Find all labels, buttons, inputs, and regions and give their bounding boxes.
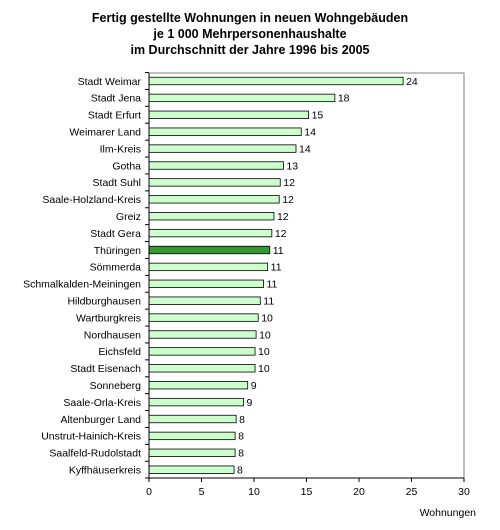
category-label: Stadt Weimar bbox=[78, 76, 142, 88]
category-label: Wartburgkreis bbox=[76, 312, 141, 324]
bar bbox=[148, 144, 297, 153]
value-label: 11 bbox=[263, 296, 274, 308]
bar bbox=[148, 296, 261, 305]
value-label: 10 bbox=[261, 312, 273, 324]
category-label: Saale-Holzland-Kreis bbox=[42, 194, 141, 206]
bar bbox=[148, 448, 236, 457]
bar bbox=[148, 414, 237, 424]
category-label: Saale-Orla-Kreis bbox=[63, 397, 141, 409]
category-label: Eichsfeld bbox=[98, 346, 141, 358]
value-label: 12 bbox=[275, 228, 287, 240]
category-label: Altenburger Land bbox=[60, 414, 141, 426]
category-label: Kyffhäuserkreis bbox=[69, 465, 141, 477]
x-tick-label: 15 bbox=[301, 486, 313, 498]
value-label: 12 bbox=[282, 194, 294, 206]
chart-title-line-3: im Durchschnitt der Jahre 1996 bis 2005 bbox=[130, 43, 370, 57]
bar bbox=[148, 127, 302, 136]
category-label: Sonneberg bbox=[90, 380, 142, 392]
category-label: Saalfeld-Rudolstadt bbox=[49, 448, 141, 460]
value-label: 11 bbox=[273, 245, 284, 257]
category-label: Stadt Erfurt bbox=[88, 110, 141, 122]
value-label: 12 bbox=[277, 211, 289, 223]
bar bbox=[148, 431, 236, 441]
bar bbox=[148, 76, 404, 86]
value-label: 10 bbox=[258, 363, 270, 375]
value-label: 14 bbox=[304, 127, 316, 139]
value-label: 24 bbox=[406, 76, 418, 88]
category-label: Unstrut-Hainich-Kreis bbox=[41, 431, 141, 443]
x-tick-label: 30 bbox=[458, 486, 470, 498]
value-label: 18 bbox=[338, 93, 350, 105]
category-label: Greiz bbox=[116, 211, 141, 223]
bar bbox=[148, 228, 273, 238]
x-tick-label: 25 bbox=[406, 486, 418, 498]
value-label: 15 bbox=[312, 110, 324, 122]
bar bbox=[148, 195, 280, 204]
bar bbox=[148, 93, 336, 103]
bar bbox=[148, 381, 249, 390]
category-label: Weimarer Land bbox=[69, 127, 141, 139]
value-label: 8 bbox=[238, 431, 244, 443]
x-tick-label: 20 bbox=[353, 486, 365, 498]
category-label: Stadt Gera bbox=[90, 228, 141, 240]
value-label: 14 bbox=[299, 143, 311, 155]
value-label: 12 bbox=[283, 177, 295, 189]
bar bbox=[148, 279, 264, 288]
value-label: 13 bbox=[286, 160, 298, 172]
category-label: Sömmerda bbox=[90, 262, 142, 274]
category-label: Nordhausen bbox=[84, 329, 141, 341]
value-label: 8 bbox=[238, 448, 244, 460]
bar bbox=[148, 178, 281, 187]
bar bbox=[148, 212, 275, 221]
bar-highlight bbox=[148, 245, 271, 255]
category-label: Stadt Suhl bbox=[93, 177, 141, 189]
bar bbox=[148, 465, 235, 474]
value-label: 11 bbox=[266, 279, 277, 291]
category-label: Stadt Eisenach bbox=[70, 363, 141, 375]
category-label: Stadt Jena bbox=[91, 93, 141, 105]
bar bbox=[148, 262, 269, 272]
x-axis-title: Wohnungen bbox=[420, 507, 477, 519]
x-tick-label: 10 bbox=[248, 486, 260, 498]
chart-title: Fertig gestellte Wohnungen in neuen Wohn… bbox=[0, 10, 500, 58]
value-label: 10 bbox=[258, 346, 270, 358]
bar bbox=[148, 313, 259, 322]
category-label: Hildburghausen bbox=[67, 296, 141, 308]
bar bbox=[148, 330, 257, 339]
value-label: 8 bbox=[237, 465, 243, 477]
value-label: 11 bbox=[271, 262, 282, 274]
category-label: Schmalkalden-Meiningen bbox=[23, 279, 141, 291]
value-label: 9 bbox=[247, 397, 253, 409]
x-tick-label: 0 bbox=[146, 486, 152, 498]
bar bbox=[148, 110, 310, 119]
bar bbox=[148, 161, 284, 170]
bar bbox=[148, 347, 256, 356]
value-label: 10 bbox=[259, 329, 271, 341]
bar bbox=[148, 364, 256, 373]
x-tick-label: 5 bbox=[199, 486, 205, 498]
chart-title-line-2: je 1 000 Mehrpersonenhaushalte bbox=[153, 27, 347, 41]
category-label: Ilm-Kreis bbox=[100, 143, 141, 155]
category-label: Gotha bbox=[112, 160, 141, 172]
chart-title-line-1: Fertig gestellte Wohnungen in neuen Wohn… bbox=[91, 11, 409, 25]
value-label: 8 bbox=[239, 414, 245, 426]
bar bbox=[148, 397, 244, 407]
category-label: Thüringen bbox=[94, 245, 141, 257]
value-label: 9 bbox=[251, 380, 257, 392]
